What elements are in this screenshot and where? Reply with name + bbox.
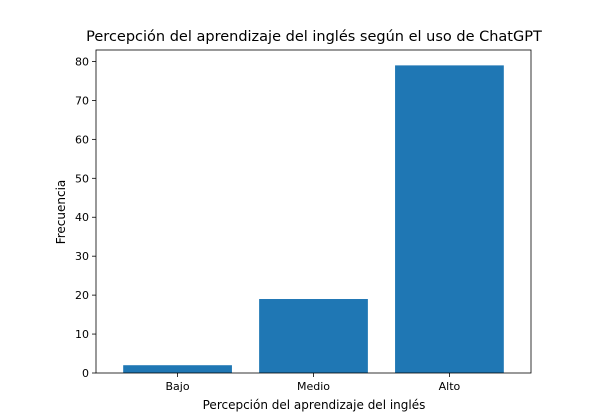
y-tick-label: 60 bbox=[75, 133, 89, 146]
x-axis-label: Percepción del aprendizaje del inglés bbox=[203, 398, 426, 412]
y-tick-label: 50 bbox=[75, 172, 89, 185]
x-tick-label: Bajo bbox=[166, 380, 190, 393]
x-tick-label: Alto bbox=[439, 380, 461, 393]
bar-bajo bbox=[123, 365, 232, 373]
plot-area: 0 10 20 30 40 50 60 70 80 Bajo Medio Alto bbox=[75, 49, 532, 393]
bar-medio bbox=[259, 299, 368, 373]
chart-title: Percepción del aprendizaje del inglés se… bbox=[86, 29, 542, 45]
x-tick-label: Medio bbox=[297, 380, 330, 393]
bar-alto bbox=[395, 65, 504, 373]
y-tick-label: 70 bbox=[75, 94, 89, 107]
y-tick-label: 40 bbox=[75, 211, 89, 224]
y-tick-label: 0 bbox=[82, 367, 89, 380]
y-tick-label: 80 bbox=[75, 55, 89, 68]
y-tick-label: 20 bbox=[75, 289, 89, 302]
y-axis-label: Frecuencia bbox=[54, 180, 68, 245]
y-tick-label: 30 bbox=[75, 250, 89, 263]
y-tick-label: 10 bbox=[75, 328, 89, 341]
